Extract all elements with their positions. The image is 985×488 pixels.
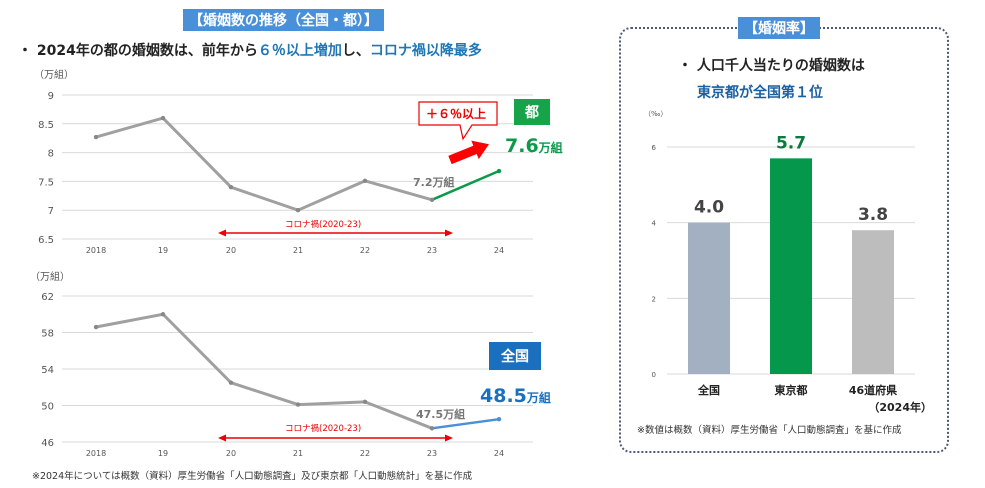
bullet: ・ bbox=[18, 43, 32, 59]
svg-text:5.7: 5.7 bbox=[776, 133, 806, 153]
marriage-rate-bar-chart: （‰） 6 4 2 0 4.0 5.7 3.8 全国 東京都 46道府県 （2024年） bbox=[644, 110, 932, 414]
headline-highlight-increase: ６％以上増加 bbox=[257, 43, 342, 59]
svg-text:58: 58 bbox=[41, 329, 54, 340]
national-2024-value: 48.5万組 bbox=[480, 385, 551, 407]
svg-text:8: 8 bbox=[48, 149, 54, 160]
svg-text:20: 20 bbox=[226, 246, 236, 255]
svg-text:19: 19 bbox=[158, 449, 168, 458]
svg-text:6.5: 6.5 bbox=[38, 235, 54, 246]
bar-value-labels: 4.0 5.7 3.8 bbox=[694, 133, 888, 225]
tokyo-trend-line bbox=[95, 116, 433, 212]
svg-text:7.5: 7.5 bbox=[38, 177, 54, 188]
national-2024-segment bbox=[431, 417, 500, 430]
svg-text:東京都: 東京都 bbox=[775, 383, 808, 397]
svg-text:22: 22 bbox=[360, 449, 370, 458]
national-marriage-line-chart: 62 58 54 50 46 2018 19 20 21 22 23 24 （万組） コロナ禍(20… bbox=[30, 270, 551, 458]
national-x-axis-ticks: 2018 19 20 21 22 23 24 bbox=[86, 449, 504, 458]
svg-text:62: 62 bbox=[41, 292, 54, 303]
covid-range-label: コロナ禍(2020-23) bbox=[285, 219, 361, 230]
svg-text:22: 22 bbox=[360, 246, 370, 255]
increase-callout-box bbox=[418, 101, 498, 141]
svg-text:24: 24 bbox=[494, 246, 504, 255]
tokyo-y-axis-ticks: 9 8.5 8 7.5 7 6.5 bbox=[38, 91, 54, 246]
tokyo-x-axis-ticks: 2018 19 20 21 22 23 24 bbox=[86, 246, 504, 255]
svg-text:全国: 全国 bbox=[697, 383, 720, 397]
bar-series bbox=[688, 158, 894, 374]
national-trend-line bbox=[95, 312, 433, 430]
national-gridlines bbox=[62, 295, 533, 443]
svg-text:54: 54 bbox=[41, 365, 54, 376]
tokyo-2023-label: 7.2万組 bbox=[413, 175, 455, 189]
tokyo-badge bbox=[514, 99, 550, 125]
national-y-axis-unit: （万組） bbox=[30, 270, 70, 283]
increase-callout-text: ＋６％以上 bbox=[426, 106, 486, 121]
covid-range-label: コロナ禍(2020-23) bbox=[285, 423, 361, 434]
svg-text:4: 4 bbox=[652, 220, 657, 228]
left-headline: ・ 2024年の都の婚姻数は、前年から６％以上増加し、コロナ禍以降最多 bbox=[18, 40, 482, 60]
tokyo-y-axis-unit: （万組） bbox=[34, 68, 74, 81]
headline-highlight-max: コロナ禍以降最多 bbox=[369, 43, 482, 59]
svg-text:23: 23 bbox=[427, 246, 437, 255]
svg-text:2: 2 bbox=[652, 295, 656, 303]
svg-text:3.8: 3.8 bbox=[858, 205, 888, 225]
right-headline-line1: ・ 人口千人当たりの婚姻数は bbox=[678, 58, 865, 74]
svg-text:8.5: 8.5 bbox=[38, 120, 54, 131]
section-title-marriage-rate: 【婚姻率】 bbox=[738, 17, 820, 39]
tokyo-2024-segment bbox=[431, 169, 500, 201]
svg-text:50: 50 bbox=[41, 402, 54, 413]
national-badge-label: 全国 bbox=[500, 348, 529, 365]
covid-arrow-right-icon bbox=[445, 229, 453, 237]
section-title-marriage-trend: 【婚姻数の推移（全国・都）】 bbox=[183, 9, 384, 31]
covid-arrow-right-icon bbox=[445, 434, 453, 442]
svg-text:7: 7 bbox=[48, 206, 54, 217]
svg-text:2018: 2018 bbox=[86, 449, 106, 458]
svg-text:20: 20 bbox=[226, 449, 236, 458]
increase-arrow-icon bbox=[448, 140, 489, 165]
svg-text:46道府県: 46道府県 bbox=[849, 383, 897, 397]
left-footnote: ※2024年については概数（資料）厚生労働省「人口動態調査」及び東京都「人口動態… bbox=[32, 471, 473, 482]
national-2023-label: 47.5万組 bbox=[416, 407, 465, 421]
svg-text:46: 46 bbox=[41, 438, 54, 449]
svg-text:23: 23 bbox=[427, 449, 437, 458]
svg-text:4.0: 4.0 bbox=[694, 198, 724, 218]
covid-arrow-left-icon bbox=[218, 229, 226, 237]
headline-part1: 2024年の都の婚姻数は、前年から bbox=[36, 43, 258, 59]
tokyo-badge-label: 都 bbox=[524, 105, 539, 121]
national-badge bbox=[489, 342, 541, 370]
national-y-axis-ticks: 62 58 54 50 46 bbox=[41, 292, 54, 449]
svg-text:2018: 2018 bbox=[86, 246, 106, 255]
svg-text:0: 0 bbox=[652, 371, 656, 379]
svg-text:21: 21 bbox=[293, 246, 303, 255]
svg-text:21: 21 bbox=[293, 449, 303, 458]
bar-y-axis-ticks: 6 4 2 0 bbox=[652, 144, 657, 379]
svg-text:6: 6 bbox=[652, 144, 657, 152]
national-data-points bbox=[93, 312, 502, 431]
svg-text:19: 19 bbox=[158, 246, 168, 255]
bar-year-note: （2024年） bbox=[868, 400, 932, 414]
right-footnote: ※数値は概数（資料）厚生労働省「人口動態調査」を基に作成 bbox=[637, 425, 902, 436]
tokyo-marriage-line-chart: 9 8.5 8 7.5 7 6.5 2018 19 20 21 22 23 24 （万組） コロナ禍(… bbox=[34, 68, 563, 255]
covid-arrow-left-icon bbox=[218, 434, 226, 442]
tokyo-data-points bbox=[93, 115, 502, 213]
bar-category-labels: 全国 東京都 46道府県 bbox=[697, 383, 897, 397]
tokyo-2024-value: 7.6万組 bbox=[505, 135, 563, 157]
svg-text:24: 24 bbox=[494, 449, 504, 458]
right-headline-line2: 東京都が全国第１位 bbox=[697, 85, 823, 101]
headline-part3: し、 bbox=[341, 43, 370, 59]
bar-y-axis-unit: （‰） bbox=[644, 110, 667, 118]
svg-text:9: 9 bbox=[48, 91, 54, 102]
